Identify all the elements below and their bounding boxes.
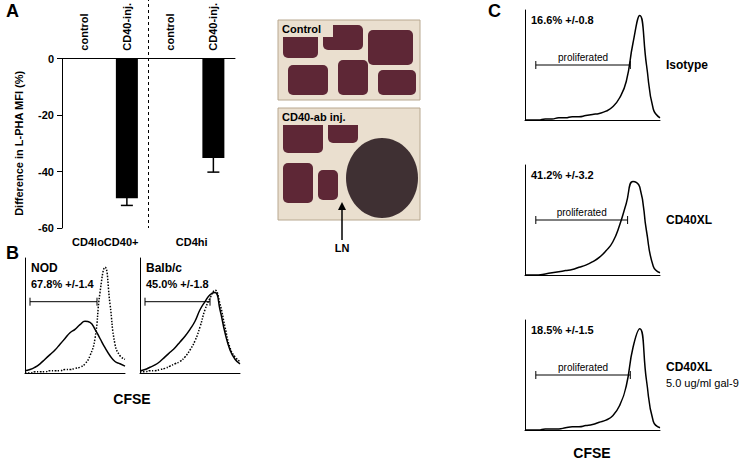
svg-text:Isotype: Isotype <box>666 58 708 72</box>
svg-text:NOD: NOD <box>31 261 58 275</box>
svg-text:41.2% +/-3.2: 41.2% +/-3.2 <box>531 169 594 181</box>
svg-text:-20: -20 <box>38 109 54 121</box>
svg-text:proliferated: proliferated <box>557 207 607 218</box>
svg-text:Balb/c: Balb/c <box>146 261 182 275</box>
svg-text:A: A <box>6 1 19 21</box>
svg-text:-60: -60 <box>38 222 54 234</box>
svg-text:-40: -40 <box>38 166 54 178</box>
svg-text:Difference in L-PHA MFI (%): Difference in L-PHA MFI (%) <box>13 70 25 215</box>
svg-text:CD4hi: CD4hi <box>176 236 208 248</box>
svg-text:CFSE: CFSE <box>573 445 610 461</box>
svg-text:control: control <box>78 13 90 50</box>
svg-text:45.0% +/-1.8: 45.0% +/-1.8 <box>146 278 209 290</box>
svg-text:proliferated: proliferated <box>558 362 608 373</box>
svg-text:C: C <box>488 1 501 21</box>
svg-text:67.8% +/-1.4: 67.8% +/-1.4 <box>31 278 95 290</box>
svg-text:CD4loCD40+: CD4loCD40+ <box>72 236 138 248</box>
svg-text:18.5% +/-1.5: 18.5% +/-1.5 <box>531 324 594 336</box>
svg-text:control: control <box>164 13 176 50</box>
svg-text:CD40-inj.: CD40-inj. <box>207 3 219 51</box>
svg-text:CD40-inj.: CD40-inj. <box>121 3 133 51</box>
svg-text:CD40-ab inj.: CD40-ab inj. <box>282 111 346 123</box>
svg-text:LN: LN <box>335 242 350 254</box>
svg-text:CFSE: CFSE <box>113 391 150 407</box>
svg-text:0: 0 <box>48 53 54 65</box>
svg-text:16.6% +/-0.8: 16.6% +/-0.8 <box>531 14 594 26</box>
svg-text:5.0 ug/ml gal-9: 5.0 ug/ml gal-9 <box>666 377 739 389</box>
svg-text:CD40XL: CD40XL <box>666 360 712 374</box>
svg-text:B: B <box>6 243 19 263</box>
svg-text:Control: Control <box>282 23 321 35</box>
svg-text:CD40XL: CD40XL <box>666 213 712 227</box>
svg-text:proliferated: proliferated <box>558 52 608 63</box>
